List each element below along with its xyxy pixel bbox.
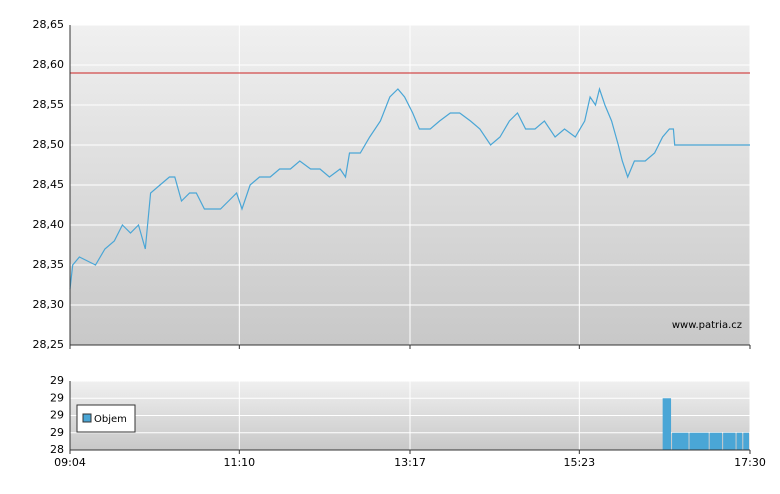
y-tick-label: 28,35	[33, 258, 65, 271]
volume-bar	[709, 432, 723, 450]
volume-bar	[672, 432, 689, 450]
volume-bar	[689, 432, 709, 450]
x-tick-label: 15:23	[563, 456, 595, 469]
legend	[76, 404, 136, 433]
y-tick-label: 28,40	[33, 218, 65, 231]
y-tick-label: 28	[50, 443, 64, 456]
y-tick-label: 28,60	[33, 58, 65, 71]
price-line	[69, 86, 750, 290]
y-tick-label: 29	[50, 374, 64, 387]
volume-bar	[743, 432, 749, 450]
y-tick-label: 29	[50, 391, 64, 404]
watermark: www.patria.cz	[672, 320, 742, 331]
y-tick-label: 28,30	[33, 298, 65, 311]
y-tick-label: 28,65	[33, 18, 65, 31]
legend-swatch	[82, 413, 92, 423]
volume-bar	[723, 432, 736, 450]
y-tick-label: 29	[50, 409, 64, 422]
x-tick-label: 17:30	[734, 456, 766, 469]
y-tick-label: 29	[50, 426, 64, 439]
legend-label: Objem	[94, 414, 127, 425]
volume-bar	[736, 432, 743, 450]
y-tick-label: 28,45	[33, 178, 65, 191]
y-tick-label: 28,25	[33, 338, 65, 351]
x-tick-label: 09:04	[54, 456, 86, 469]
volume-bar	[662, 398, 672, 450]
x-tick-label: 11:10	[223, 456, 255, 469]
y-tick-label: 28,55	[33, 98, 65, 111]
y-tick-label: 28,50	[33, 138, 65, 151]
x-tick-label: 13:17	[394, 456, 426, 469]
